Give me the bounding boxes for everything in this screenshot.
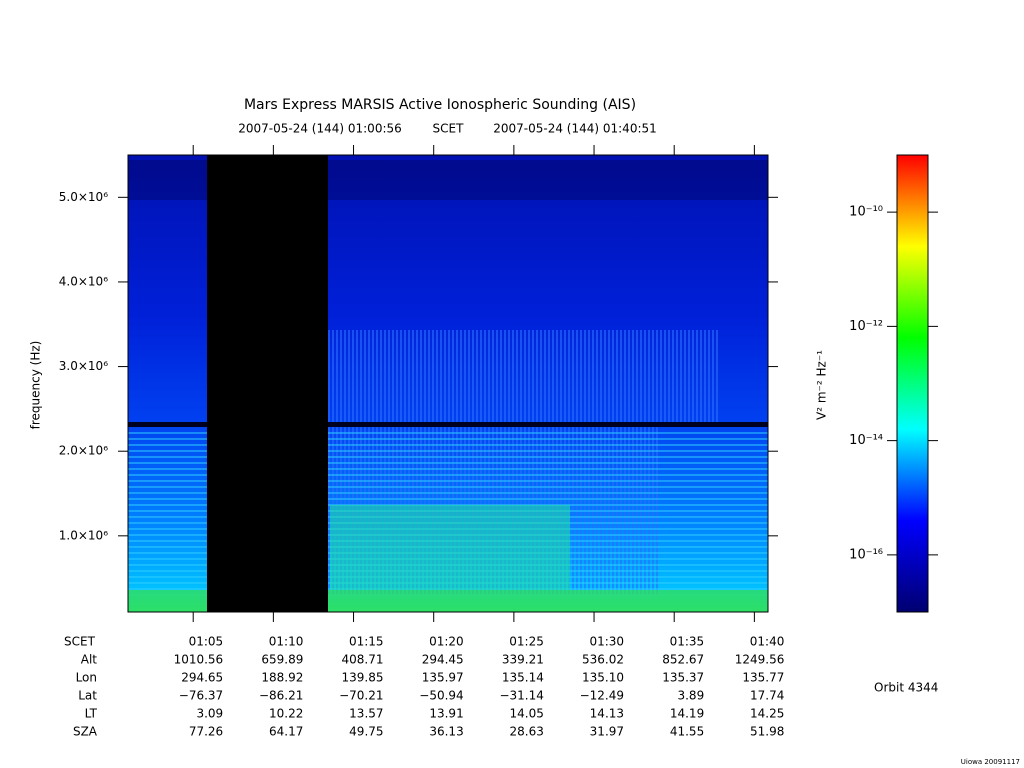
ephemeris-value: 135.37	[662, 671, 704, 685]
ephemeris-value: 36.13	[429, 725, 463, 739]
ephemeris-value: 31.97	[590, 725, 624, 739]
ephemeris-value: 49.75	[349, 725, 383, 739]
chart-title: Mars Express MARSIS Active Ionospheric S…	[244, 97, 636, 113]
ephemeris-value: 135.77	[742, 671, 784, 685]
ephemeris-value: 14.05	[510, 707, 544, 721]
ephemeris-value: 659.89	[261, 653, 303, 667]
y-tick-label: 1.0×10⁶	[59, 528, 108, 542]
ephemeris-value: 28.63	[510, 725, 544, 739]
y-tick-label: 5.0×10⁶	[59, 190, 108, 204]
ephemeris-value: −50.94	[419, 689, 463, 703]
ephemeris-value: −12.49	[580, 689, 624, 703]
ephemeris-value: 188.92	[261, 671, 303, 685]
ephemeris-value: 51.98	[750, 725, 784, 739]
ephemeris-value: 64.17	[269, 725, 303, 739]
ephemeris-value: 294.65	[181, 671, 223, 685]
y-axis-label: frequency (Hz)	[29, 341, 43, 430]
colorbar	[896, 154, 929, 613]
x-tick-label: 01:20	[429, 635, 464, 649]
colorbar-tick-label: 10⁻¹⁶	[849, 547, 883, 562]
ephemeris-value: 14.25	[750, 707, 784, 721]
ephemeris-value: 408.71	[342, 653, 384, 667]
ephemeris-value: 13.91	[429, 707, 463, 721]
ephemeris-value: −86.21	[259, 689, 303, 703]
x-tick-label: 01:15	[349, 635, 384, 649]
ephemeris-label: Alt	[81, 653, 98, 667]
ephemeris-value: 10.22	[269, 707, 303, 721]
ephemeris-value: 852.67	[662, 653, 704, 667]
spectrogram-image	[128, 155, 768, 612]
colorbar-label: V² m⁻² Hz⁻¹	[815, 350, 829, 420]
ephemeris-value: 135.14	[502, 671, 544, 685]
time-row-label: SCET	[64, 635, 96, 649]
ephemeris-value: 135.97	[422, 671, 464, 685]
ephemeris-label: LT	[85, 707, 98, 721]
ephemeris-value: −76.37	[179, 689, 223, 703]
x-tick-label: 01:30	[589, 635, 624, 649]
x-tick-label: 01:10	[269, 635, 304, 649]
y-tick-label: 4.0×10⁶	[59, 274, 108, 288]
plot-frame	[127, 154, 769, 613]
ephemeris-value: −31.14	[499, 689, 543, 703]
y-tick-label: 2.0×10⁶	[59, 444, 108, 458]
ephemeris-value: 3.09	[196, 707, 223, 721]
x-tick-label: 01:35	[670, 635, 705, 649]
ephemeris-value: −70.21	[339, 689, 383, 703]
colorbar-tick-label: 10⁻¹⁴	[849, 433, 883, 448]
ephemeris-value: 536.02	[582, 653, 624, 667]
ephemeris-value: 14.19	[670, 707, 704, 721]
colorbar-tick-label: 10⁻¹²	[849, 319, 883, 334]
ephemeris-value: 1010.56	[174, 653, 224, 667]
colorbar-tick-label: 10⁻¹⁰	[849, 205, 883, 220]
ephemeris-value: 13.57	[349, 707, 383, 721]
ephemeris-value: 139.85	[342, 671, 384, 685]
ephemeris-value: 339.21	[502, 653, 544, 667]
ephemeris-label: SZA	[73, 725, 98, 739]
x-tick-label: 01:05	[189, 635, 224, 649]
ephemeris-label: Lon	[76, 671, 97, 685]
credit: Uiowa 20091117	[961, 758, 1020, 766]
ephemeris-value: 41.55	[670, 725, 704, 739]
ephemeris-value: 135.10	[582, 671, 624, 685]
orbit-label: Orbit 4344	[874, 681, 938, 695]
x-tick-label: 01:25	[509, 635, 544, 649]
ephemeris-value: 1249.56	[735, 653, 785, 667]
ephemeris-value: 14.13	[590, 707, 624, 721]
ephemeris-value: 294.45	[422, 653, 464, 667]
ephemeris-label: Lat	[78, 689, 97, 703]
subtitle-start: 2007-05-24 (144) 01:00:56	[238, 122, 402, 136]
y-tick-label: 3.0×10⁶	[59, 359, 108, 373]
subtitle-mid: SCET	[433, 122, 465, 136]
ephemeris-value: 17.74	[750, 689, 784, 703]
subtitle-end: 2007-05-24 (144) 01:40:51	[493, 122, 657, 136]
ephemeris-value: 77.26	[189, 725, 223, 739]
x-tick-label: 01:40	[750, 635, 785, 649]
ephemeris-value: 3.89	[677, 689, 704, 703]
